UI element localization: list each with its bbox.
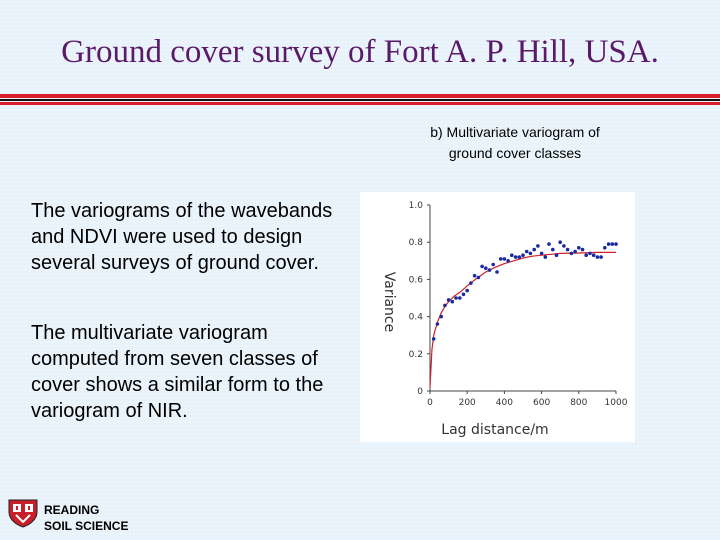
variogram-point [498,257,503,261]
variogram-point [491,262,495,267]
variogram-point [465,288,469,293]
variogram-point [580,247,585,252]
variogram-point [480,264,484,269]
variogram-point [591,253,596,257]
variogram-point [528,251,533,256]
header-rule-red-bottom [0,102,720,105]
x-tick-label: 400 [496,398,513,408]
variogram-point [599,255,603,259]
variogram-point [614,242,618,246]
variogram-point [487,268,492,272]
variogram-point [439,314,443,319]
variogram-point [584,253,588,257]
variogram-point [435,322,440,326]
variogram-point [606,242,611,246]
variogram-point [551,247,555,252]
variogram-point [513,255,518,259]
x-tick-label: 200 [459,398,476,408]
variogram-point [517,255,522,259]
x-tick-label: 1000 [605,398,628,408]
brand-text: READING SOIL SCIENCE [44,502,128,534]
header-rule-red-top [0,94,720,98]
caption-line-2: ground cover classes [448,145,582,161]
y-tick-label: 0.4 [409,313,424,323]
variogram-point [547,242,551,246]
variogram-point [510,253,514,257]
variogram-point [558,240,562,244]
variogram-point [554,253,559,257]
variogram-point [443,303,447,308]
body-paragraph-2: The multivariate variogram computed from… [31,322,324,422]
variogram-point [543,255,548,259]
variogram-point [476,275,481,280]
variogram-point [446,298,451,302]
variogram-point [524,249,529,254]
x-tick-label: 600 [533,398,550,408]
variogram-point [502,257,507,261]
variogram-point [458,296,462,300]
variogram-point [431,337,436,341]
fitted-model-curve [429,251,616,388]
header-rule-black [0,99,720,101]
variogram-point [603,246,607,250]
variogram-point [595,255,600,259]
x-tick-label: 800 [570,398,587,408]
variogram-point [536,244,540,248]
brand-line-2: SOIL SCIENCE [44,519,129,533]
variogram-point [454,296,458,300]
variogram-point [521,253,525,257]
variogram-point [562,244,566,248]
y-tick-label: 0.6 [409,275,424,285]
y-axis-label: Variance [381,272,397,332]
variogram-point [495,270,499,274]
body-paragraph-1: The variograms of the wavebands and NDVI… [31,200,333,274]
y-tick-label: 0 [417,387,423,397]
variogram-chart-svg: 0 200 400 600 800 1000 0 0.2 0.4 0.6 0.8 1.0 Lag di… [381,201,628,438]
y-tick-label: 1.0 [409,201,424,211]
variogram-chart: 0 200 400 600 800 1000 0 0.2 0.4 0.6 0.8 1.0 Lag di… [360,192,635,442]
x-tick-label: 0 [427,398,433,408]
variogram-point [573,249,577,254]
variogram-point [506,259,510,263]
variogram-point [461,292,466,297]
slide-title: Ground cover survey of Fort A. P. Hill, … [61,34,659,70]
variogram-point [610,242,615,246]
reading-logo [7,498,39,528]
y-tick-label: 0.2 [409,350,423,360]
y-tick-label: 0.8 [409,238,424,248]
variogram-point [565,247,570,252]
variogram-point [469,281,473,285]
variogram-point [532,247,536,252]
figure-caption: b) Multivariate variogram of ground cove… [360,122,670,164]
variogram-point [472,273,477,278]
brand-line-1: READING [44,503,100,517]
x-axis-label: Lag distance/m [441,422,548,438]
variogram-point [484,266,488,270]
variogram-point [539,251,544,256]
variogram-point [569,251,574,256]
variogram-point [577,246,581,250]
caption-line-1: b) Multivariate variogram of [430,124,600,140]
variogram-point [450,299,455,304]
variogram-point [588,251,592,256]
